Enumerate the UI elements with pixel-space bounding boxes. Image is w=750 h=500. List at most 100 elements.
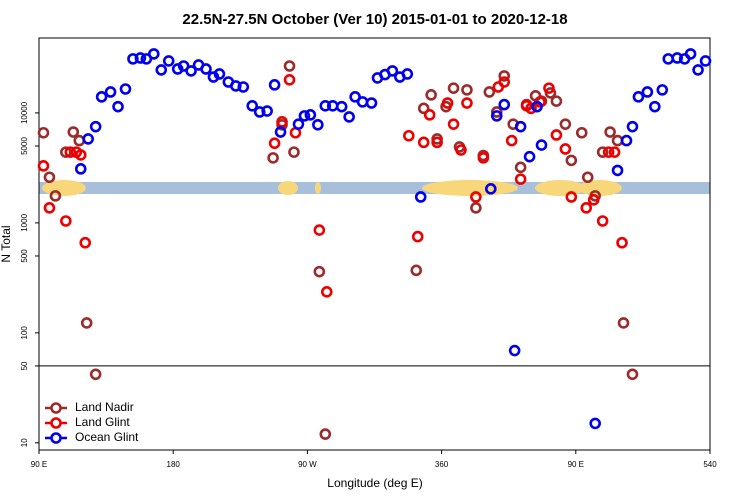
data-point: [343, 111, 355, 123]
x-tick-label: 90 E: [31, 460, 47, 469]
data-point: [626, 368, 639, 381]
data-point: [425, 89, 437, 101]
data-point: [89, 120, 102, 133]
y-tick-label: 500: [20, 249, 29, 263]
data-point: [523, 150, 536, 163]
data-point: [49, 190, 62, 202]
data-point: [671, 52, 683, 64]
data-point: [60, 215, 72, 227]
data-point: [417, 136, 430, 149]
data-point: [617, 317, 630, 329]
data-point: [580, 202, 593, 214]
data-point: [268, 137, 281, 150]
data-point: [335, 100, 348, 113]
data-point: [559, 118, 572, 130]
data-point: [596, 146, 609, 158]
data-point: [104, 86, 117, 98]
data-point: [543, 82, 555, 94]
data-point: [253, 106, 266, 118]
chart-title: 22.5N-27.5N October (Ver 10) 2015-01-01 …: [182, 11, 567, 28]
data-point: [641, 86, 654, 98]
data-point: [60, 146, 72, 158]
data-point: [162, 55, 175, 67]
data-point: [119, 83, 132, 95]
data-point: [185, 65, 197, 77]
data-point: [43, 171, 56, 184]
data-point: [498, 98, 511, 111]
y-axis-label: N Total: [0, 225, 13, 262]
data-point: [550, 129, 563, 141]
data-point: [313, 224, 326, 236]
data-point: [626, 120, 639, 133]
data-point: [589, 417, 601, 430]
data-point: [200, 63, 212, 75]
data-point: [80, 317, 93, 329]
data-point: [171, 63, 184, 75]
x-axis-label: Longitude (deg E): [327, 476, 422, 490]
data-point: [74, 163, 87, 175]
data-point: [74, 149, 87, 161]
data-point: [514, 120, 527, 133]
data-point: [288, 146, 300, 158]
data-point: [312, 118, 324, 131]
data-point: [155, 64, 168, 76]
data-point: [292, 118, 305, 130]
x-tick-label: 90 W: [298, 460, 317, 469]
data-point: [535, 139, 548, 151]
data-point: [490, 110, 503, 122]
data-point: [95, 91, 108, 103]
data-point: [386, 65, 399, 77]
y-tick-label: 1000: [20, 213, 29, 231]
data-point: [319, 428, 332, 440]
data-point: [261, 105, 273, 117]
data-point: [431, 136, 443, 149]
legend-label: Land Nadir: [75, 400, 134, 414]
data-point: [402, 129, 415, 142]
data-point: [276, 116, 288, 128]
data-point: [575, 126, 588, 139]
data-point: [525, 102, 537, 115]
data-point: [485, 183, 497, 195]
data-point: [127, 53, 139, 65]
data-point: [43, 202, 56, 214]
data-point: [112, 100, 124, 113]
legend-marker: [50, 402, 62, 414]
y-tick-label: 50: [20, 361, 29, 370]
data-point: [461, 97, 473, 109]
data-point: [565, 154, 578, 167]
data-point: [423, 109, 436, 121]
map-strip: [39, 180, 710, 196]
data-point: [417, 102, 430, 115]
data-point: [604, 126, 616, 138]
data-point: [692, 64, 704, 76]
data-point: [505, 134, 518, 147]
x-tick-label: 360: [435, 460, 449, 469]
data-point: [237, 81, 250, 93]
data-point: [470, 191, 482, 203]
data-point: [37, 126, 50, 139]
data-point: [230, 80, 242, 92]
y-tick-label: 100: [20, 326, 29, 340]
data-point: [213, 68, 226, 80]
data-point: [79, 236, 92, 249]
data-point: [246, 100, 259, 112]
data-point: [365, 97, 378, 109]
data-point: [319, 100, 332, 112]
data-point: [596, 215, 609, 227]
data-point: [508, 344, 521, 357]
data-point: [455, 144, 467, 156]
data-point: [608, 146, 621, 158]
data-point: [611, 164, 624, 177]
legend-marker: [50, 432, 62, 444]
data-point: [283, 60, 296, 72]
data-point: [514, 173, 527, 185]
data-point: [267, 152, 279, 164]
data-point: [82, 133, 95, 145]
data-point: [414, 191, 427, 203]
data-point: [89, 368, 102, 381]
x-tick-label: 180: [167, 460, 181, 469]
data-point: [531, 100, 543, 113]
data-point: [411, 230, 424, 243]
data-point: [134, 52, 147, 64]
